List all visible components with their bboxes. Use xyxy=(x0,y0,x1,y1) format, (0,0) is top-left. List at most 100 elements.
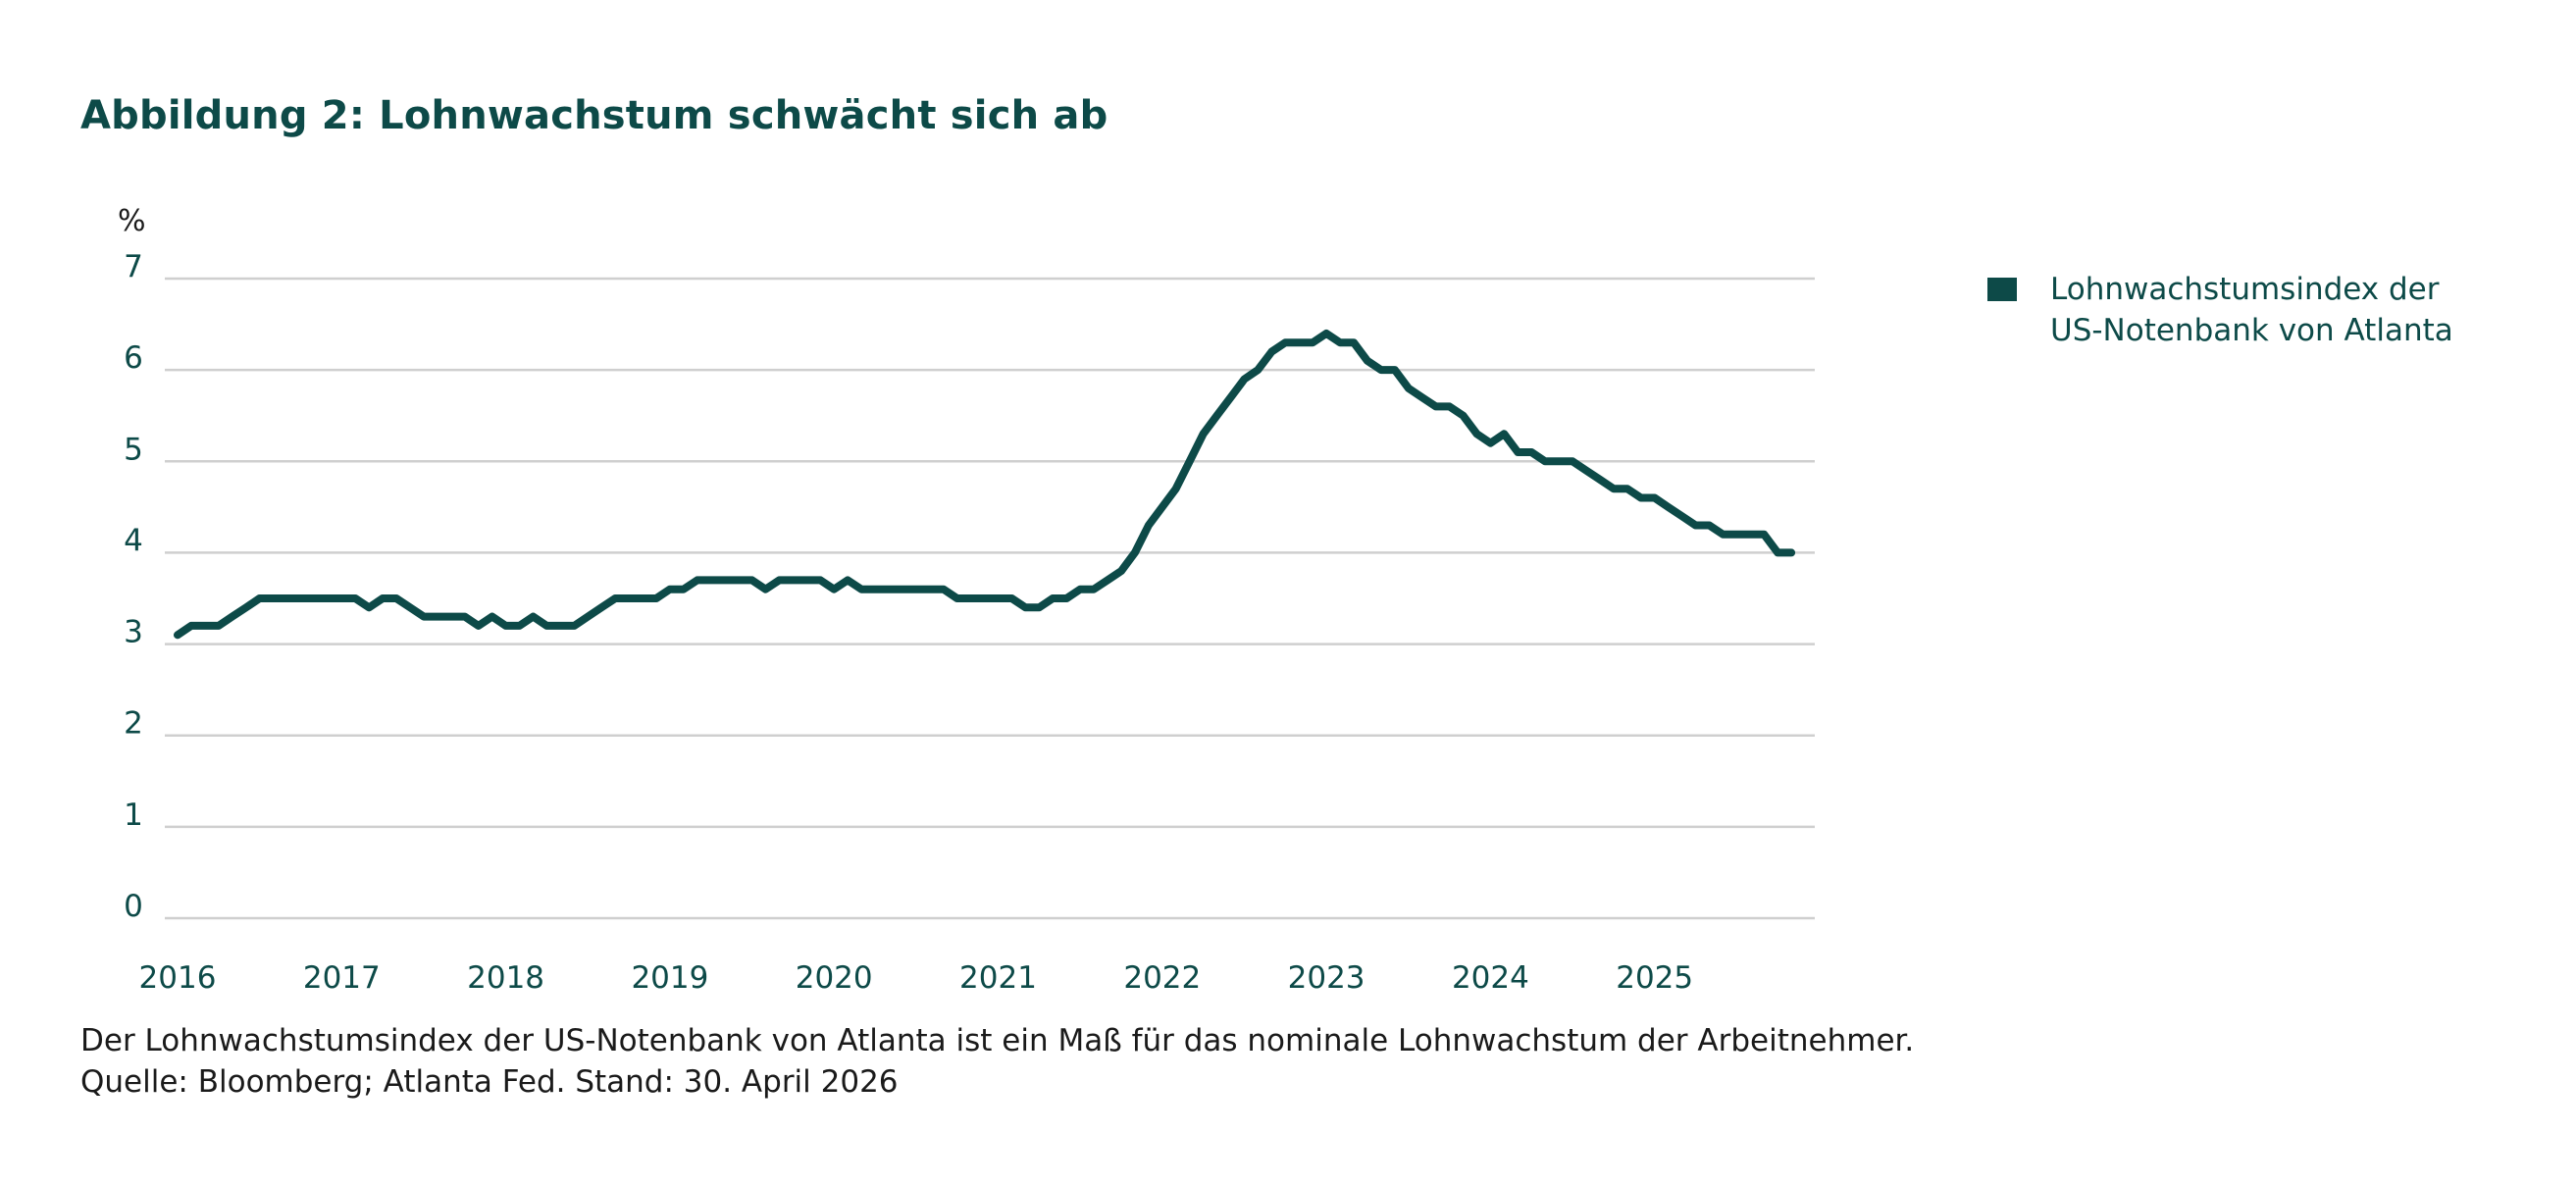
data-point xyxy=(1640,497,1641,498)
data-point xyxy=(588,616,589,617)
data-point xyxy=(300,598,301,599)
x-axis-ticks: 2016 2017 2018 2019 2020 2021 2022 2023 2024 2025 xyxy=(139,960,1694,996)
y-tick-label: 6 xyxy=(124,340,143,376)
data-point xyxy=(724,580,725,581)
data-point xyxy=(1011,598,1012,599)
data-point xyxy=(560,625,561,626)
data-point xyxy=(1313,342,1314,343)
data-point xyxy=(834,589,835,590)
data-point xyxy=(669,589,670,590)
data-point xyxy=(1340,342,1341,343)
y-tick-label: 7 xyxy=(124,249,143,284)
y-tick-label: 4 xyxy=(124,523,143,558)
data-point xyxy=(1695,525,1696,526)
x-tick-label: 2025 xyxy=(1616,960,1693,996)
data-point xyxy=(383,598,384,599)
data-point xyxy=(450,616,451,617)
x-tick-label: 2020 xyxy=(796,960,873,996)
data-point xyxy=(888,589,889,590)
data-point xyxy=(1736,534,1737,535)
legend-label-line-2: US-Notenbank von Atlanta xyxy=(2050,313,2453,348)
data-point xyxy=(190,625,191,626)
legend: Lohnwachstumsindex der US-Notenbank von … xyxy=(1987,269,2453,351)
data-point xyxy=(533,616,534,617)
footnote: Der Lohnwachstumsindex der US-Notenbank … xyxy=(80,1023,1915,1058)
x-tick-label: 2023 xyxy=(1288,960,1365,996)
data-point xyxy=(1463,415,1464,416)
gridlines xyxy=(165,277,1815,920)
data-point xyxy=(656,598,657,599)
data-point xyxy=(204,625,205,626)
data-point xyxy=(1394,370,1395,371)
x-tick-label: 2018 xyxy=(467,960,544,996)
y-tick-label: 2 xyxy=(124,706,143,742)
data-point xyxy=(396,598,397,599)
data-point xyxy=(984,598,985,599)
data-point xyxy=(793,580,794,581)
data-point xyxy=(218,625,219,626)
data-point xyxy=(1408,387,1409,388)
data-point xyxy=(328,598,329,599)
data-point xyxy=(1134,552,1135,553)
data-point xyxy=(1600,479,1601,480)
data-point xyxy=(1585,470,1586,471)
data-point xyxy=(683,589,684,590)
y-axis-unit-label: % xyxy=(118,204,146,238)
data-point xyxy=(998,598,999,599)
data-point xyxy=(929,589,930,590)
data-point xyxy=(1572,461,1573,462)
data-point xyxy=(178,635,179,636)
data-point xyxy=(902,589,903,590)
x-tick-label: 2022 xyxy=(1123,960,1201,996)
data-point xyxy=(1435,406,1436,407)
data-point xyxy=(505,625,506,626)
data-point xyxy=(956,598,957,599)
data-point xyxy=(943,589,944,590)
data-point xyxy=(1121,571,1122,572)
data-point xyxy=(1380,370,1381,371)
data-point xyxy=(1518,452,1519,453)
series-layer xyxy=(174,329,1796,640)
x-tick-label: 2016 xyxy=(139,960,217,996)
data-point xyxy=(1094,589,1095,590)
data-point xyxy=(779,580,780,581)
data-point xyxy=(464,616,465,617)
data-point xyxy=(765,589,766,590)
data-point xyxy=(491,616,492,617)
data-point xyxy=(1244,379,1245,380)
data-point xyxy=(696,580,697,581)
data-point xyxy=(848,580,849,581)
data-point xyxy=(1285,342,1286,343)
legend-label: Lohnwachstumsindex der US-Notenbank von … xyxy=(2050,269,2453,351)
data-point xyxy=(1709,525,1710,526)
data-point xyxy=(1764,534,1765,535)
data-point xyxy=(1791,552,1792,553)
data-point xyxy=(574,625,575,626)
data-point xyxy=(1545,461,1546,462)
data-point xyxy=(601,607,602,608)
data-point xyxy=(369,607,370,608)
data-point xyxy=(478,625,479,626)
data-point xyxy=(1148,525,1149,526)
data-point xyxy=(1531,452,1532,453)
data-point xyxy=(1025,607,1026,608)
data-point xyxy=(1449,406,1450,407)
data-point xyxy=(1216,415,1217,416)
data-point xyxy=(355,598,356,599)
data-point xyxy=(1161,506,1162,507)
data-point xyxy=(643,598,644,599)
chart-notes: Der Lohnwachstumsindex der US-Notenbank … xyxy=(80,1020,1914,1103)
x-tick-label: 2021 xyxy=(959,960,1037,996)
data-point xyxy=(1189,461,1190,462)
data-point xyxy=(341,598,342,599)
data-point xyxy=(1066,598,1067,599)
data-point xyxy=(970,598,971,599)
data-point xyxy=(820,580,821,581)
data-point xyxy=(1750,534,1751,535)
data-point xyxy=(1203,434,1204,435)
data-point xyxy=(1299,342,1300,343)
data-point xyxy=(410,607,411,608)
data-point xyxy=(1723,534,1724,535)
data-point xyxy=(1681,516,1682,517)
data-point xyxy=(1366,360,1367,361)
